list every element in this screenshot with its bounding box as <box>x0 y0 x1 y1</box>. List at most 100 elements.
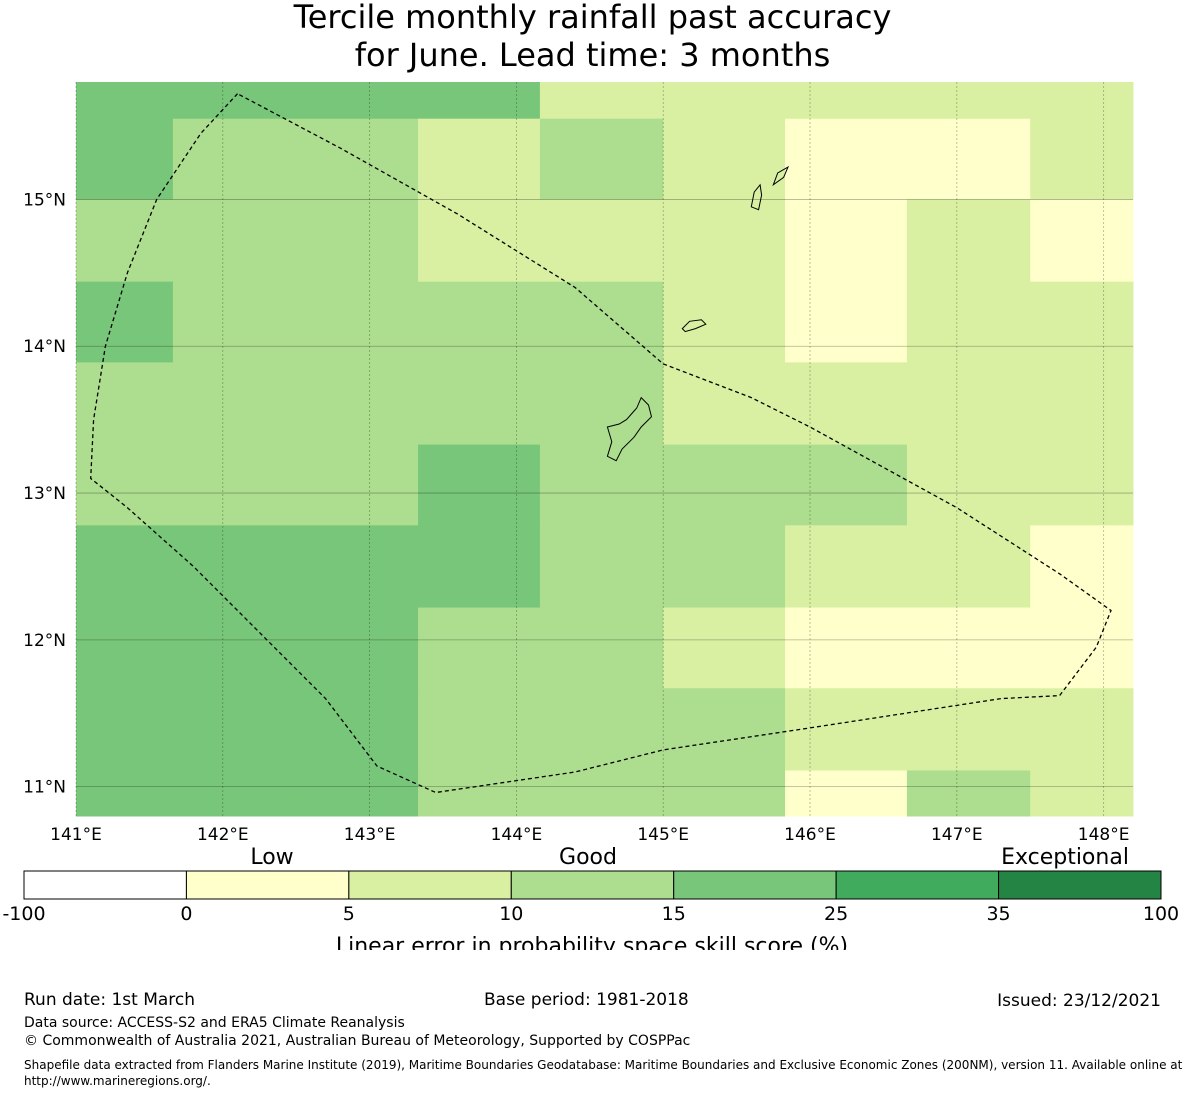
grid-cell <box>418 362 541 446</box>
issued-date: Issued: 23/12/2021 <box>997 991 1161 1011</box>
grid-cell <box>785 444 908 526</box>
colorbar-bin <box>998 870 1162 900</box>
grid-cell <box>296 770 419 817</box>
grid-cell <box>539 444 664 526</box>
grid-cell <box>296 525 419 609</box>
grid-cell <box>418 118 541 200</box>
grid-cell <box>76 281 174 363</box>
grid-cell <box>418 688 541 771</box>
copyright: © Commonwealth of Australia 2021, Austra… <box>24 1033 691 1049</box>
lat-tick-label: 14°N <box>23 337 66 357</box>
grid-cell <box>663 362 786 446</box>
grid-cell <box>76 770 174 817</box>
grid-cell <box>539 607 664 689</box>
run-date: Run date: 1st March <box>24 990 196 1010</box>
grid-cell <box>906 770 1031 817</box>
island-coastline <box>772 165 790 187</box>
data-source: Data source: ACCESS-S2 and ERA5 Climate … <box>24 1015 405 1031</box>
grid-cell <box>172 770 297 817</box>
grid-cell <box>296 118 419 200</box>
grid-cell <box>785 688 908 771</box>
grid-cell <box>785 199 908 283</box>
grid-cell <box>172 362 297 446</box>
grid-cell <box>663 770 786 817</box>
grid-cell <box>785 607 908 689</box>
island-coastline <box>681 319 707 333</box>
grid-cell <box>296 82 419 120</box>
grid-cell <box>172 525 297 609</box>
grid-cell <box>539 118 664 200</box>
grid-cell <box>539 199 664 283</box>
grid-cell <box>539 281 664 363</box>
grid-cell <box>418 281 541 363</box>
grid-cell <box>663 118 786 200</box>
legend-category-exceptional: Exceptional <box>1001 845 1129 870</box>
skill-map: 141°E 142°E 143°E 144°E 145°E 146°E 147°E 148°E… <box>23 82 1134 845</box>
lon-tick-label: 144°E <box>491 825 543 845</box>
grid-cell <box>785 525 908 609</box>
grid-cell <box>296 444 419 526</box>
colorbar-tick-label: 100 <box>1143 903 1179 925</box>
shapefile-credit: Shapefile data extracted from Flanders M… <box>24 1058 1183 1088</box>
grid-cell <box>172 688 297 771</box>
grid-cell <box>296 281 419 363</box>
grid-cell <box>172 607 297 689</box>
grid-cell <box>539 688 664 771</box>
grid-cell <box>785 281 908 363</box>
legend-category-low: Low <box>250 845 293 870</box>
grid-cell <box>172 118 297 200</box>
grid-cell <box>663 444 786 526</box>
map-title-line-1: Tercile monthly rainfall past accuracy <box>293 0 892 36</box>
colorbar-axis-label: Linear error in probability space skill … <box>336 934 848 950</box>
grid-cell <box>76 607 174 689</box>
lat-tick-label: 13°N <box>23 484 66 504</box>
lon-tick-label: 147°E <box>931 825 983 845</box>
skill-grid-cells <box>76 82 1134 817</box>
grid-cell <box>296 607 419 689</box>
grid-cell <box>172 82 297 120</box>
grid-cell <box>418 770 541 817</box>
colorbar-tick-label: 5 <box>343 903 355 925</box>
colorbar-tick-label: 35 <box>986 903 1010 925</box>
grid-cell <box>172 199 297 283</box>
grid-cell <box>1030 82 1134 120</box>
grid-cell <box>1030 362 1134 446</box>
grid-cell <box>906 607 1031 689</box>
island-outlines <box>606 165 790 462</box>
lon-tick-label: 143°E <box>344 825 396 845</box>
grid-cell <box>172 444 297 526</box>
grid-cell <box>663 688 786 771</box>
grid-cell <box>172 281 297 363</box>
grid-cell <box>418 607 541 689</box>
grid-cell <box>906 362 1031 446</box>
grid-cell <box>1030 118 1134 200</box>
grid-cell <box>1030 607 1134 689</box>
grid-cell <box>785 770 908 817</box>
lon-tick-label: 145°E <box>637 825 689 845</box>
grid-cell <box>785 82 908 120</box>
colorbar-bin <box>185 870 350 900</box>
colorbar-bin <box>23 870 187 900</box>
grid-cell <box>76 82 174 120</box>
axis-tick-labels: 141°E 142°E 143°E 144°E 145°E 146°E 147°E 148°E… <box>23 190 1129 845</box>
grid-cell <box>785 118 908 200</box>
island-coastline <box>606 396 653 462</box>
grid-cell <box>76 688 174 771</box>
colorbar-bin <box>510 870 675 900</box>
graticule <box>75 82 1133 816</box>
grid-cell <box>296 688 419 771</box>
colorbar-bins <box>23 870 1162 900</box>
grid-cell <box>1030 770 1134 817</box>
grid-cell <box>1030 199 1134 283</box>
lat-tick-label: 11°N <box>23 778 66 798</box>
colorbar-tick-label: -100 <box>2 903 45 925</box>
colorbar-tick-label: 15 <box>662 903 686 925</box>
grid-cell <box>663 199 786 283</box>
grid-cell <box>906 525 1031 609</box>
grid-cell <box>785 362 908 446</box>
grid-cell <box>906 444 1031 526</box>
grid-cell <box>76 444 174 526</box>
grid-cell <box>663 525 786 609</box>
lat-tick-label: 15°N <box>23 190 66 210</box>
colorbar-tick-label: 0 <box>180 903 192 925</box>
